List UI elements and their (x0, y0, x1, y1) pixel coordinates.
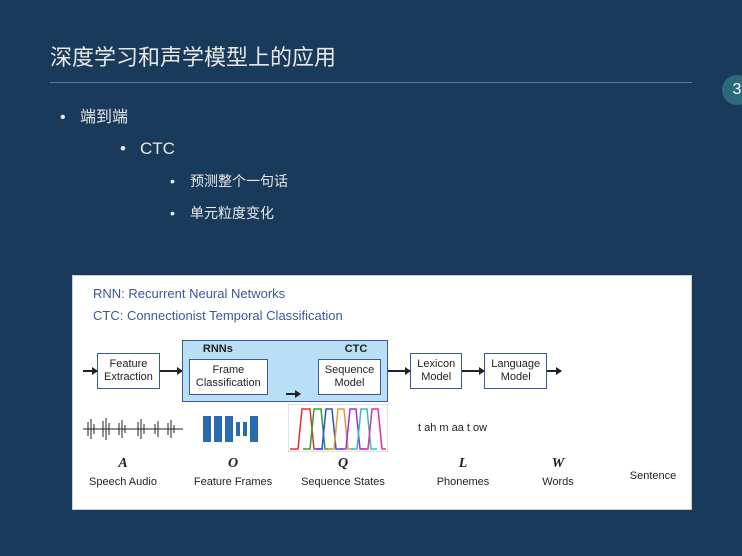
legend-ctc: CTC: Connectionist Temporal Classificati… (93, 308, 343, 323)
bullet-list: •端到端 •CTC •预测整个一句话 •单元粒度变化 (50, 103, 692, 223)
bullet-l2: •CTC (120, 139, 692, 159)
pipeline-row: Feature Extraction RNNs CTC Frame Classi… (83, 341, 681, 401)
stage-sentence: Sentence (618, 470, 688, 482)
sequence-plot-icon (288, 404, 388, 452)
hl-label-ctc: CTC (345, 343, 368, 355)
bullet-l1: •端到端 (60, 103, 692, 127)
waveform-icon (83, 414, 183, 444)
illustration-row: t ah m aa t ow (73, 404, 691, 454)
arrow-icon (286, 393, 300, 395)
box-feature-extraction: Feature Extraction (97, 353, 160, 389)
legend-rnn: RNN: Recurrent Neural Networks (93, 286, 285, 301)
bullet-l3b: •单元粒度变化 (170, 203, 692, 223)
feature-frames-icon (203, 414, 263, 444)
arrow-icon (462, 370, 484, 372)
box-language-model: Language Model (484, 353, 547, 389)
box-lexicon-model: Lexicon Model (410, 353, 462, 389)
stage-frames: O Feature Frames (183, 456, 283, 488)
highlight-group: RNNs CTC Frame Classification Sequence M… (182, 340, 388, 402)
arrow-icon (83, 370, 97, 372)
pipeline-diagram: RNN: Recurrent Neural Networks CTC: Conn… (72, 275, 692, 510)
stage-phonemes: L Phonemes (418, 456, 508, 488)
slide: 深度学习和声学模型上的应用 •端到端 •CTC •预测整个一句话 •单元粒度变化 (0, 0, 742, 255)
stage-labels-row: A Speech Audio O Feature Frames Q Sequen… (73, 456, 691, 501)
page-title: 深度学习和声学模型上的应用 (50, 40, 692, 83)
hl-label-rnns: RNNs (203, 343, 233, 355)
box-sequence-model: Sequence Model (318, 359, 382, 395)
arrow-icon (388, 370, 410, 372)
bullet-l3a: •预测整个一句话 (170, 171, 692, 191)
arrow-icon (547, 370, 561, 372)
stage-sequence: Q Sequence States (288, 456, 398, 488)
stage-words: W Words (518, 456, 598, 488)
arrow-icon (160, 370, 182, 372)
stage-audio: A Speech Audio (73, 456, 173, 488)
box-frame-classification: Frame Classification (189, 359, 268, 395)
phoneme-sample: t ah m aa t ow (418, 422, 487, 434)
